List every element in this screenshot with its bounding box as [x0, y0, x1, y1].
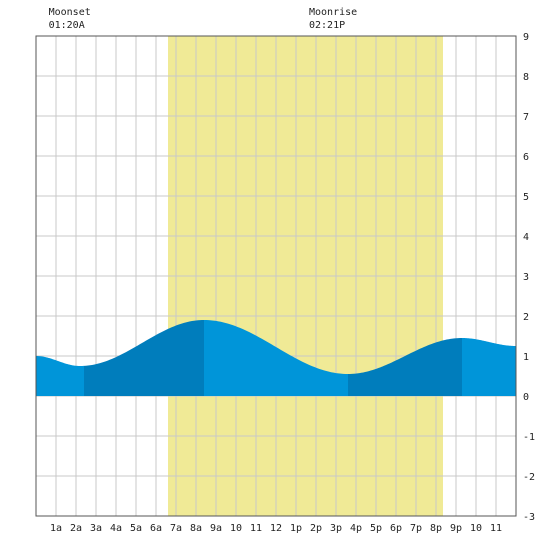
x-tick-label: 7a — [170, 523, 182, 534]
y-axis-ticks: 9 8 7 6 5 4 3 2 1 0 -1 -2 -3 — [523, 32, 535, 523]
x-tick-label: 8p — [430, 523, 442, 534]
x-tick-label: 10 — [470, 523, 482, 534]
y-tick-label: -2 — [523, 472, 535, 483]
tide-area — [36, 320, 516, 396]
y-tick-label: 8 — [523, 72, 529, 83]
y-tick-label: 0 — [523, 392, 529, 403]
moon-event-time: 02:21P — [309, 20, 345, 31]
y-tick-label: 9 — [523, 32, 529, 43]
x-tick-label: 6p — [390, 523, 402, 534]
y-tick-label: 2 — [523, 312, 529, 323]
y-tick-label: 6 — [523, 152, 529, 163]
moon-event-label: Moonset — [49, 7, 91, 18]
x-tick-label: 9a — [210, 523, 222, 534]
x-tick-label: 2p — [310, 523, 322, 534]
x-tick-label: 11 — [490, 523, 502, 534]
x-tick-label: 6a — [150, 523, 162, 534]
x-tick-label: 4a — [110, 523, 122, 534]
x-tick-label: 1p — [290, 523, 302, 534]
y-tick-label: 5 — [523, 192, 529, 203]
y-tick-label: 1 — [523, 352, 529, 363]
x-axis-ticks: 1a 2a 3a 4a 5a 6a 7a 8a 9a 10 11 12 1p 2p 3p 4p 5p 6p 7p 8p… — [50, 523, 502, 534]
tide-segment — [462, 338, 516, 396]
x-tick-label: 5a — [130, 523, 142, 534]
x-tick-label: 3p — [330, 523, 342, 534]
x-tick-label: 9p — [450, 523, 462, 534]
x-tick-label: 12 — [270, 523, 282, 534]
x-tick-label: 11 — [250, 523, 262, 534]
y-tick-label: 3 — [523, 272, 529, 283]
y-tick-label: -3 — [523, 512, 535, 523]
moon-event-time: 01:20A — [49, 20, 85, 31]
plot-frame — [35, 35, 517, 517]
x-tick-label: 1a — [50, 523, 62, 534]
tide-segment — [36, 356, 84, 396]
x-tick-label: 4p — [350, 523, 362, 534]
tide-segment — [84, 320, 204, 396]
x-tick-label: 10 — [230, 523, 242, 534]
x-tick-label: 5p — [370, 523, 382, 534]
x-tick-label: 8a — [190, 523, 202, 534]
y-tick-label: -1 — [523, 432, 535, 443]
tide-segment — [348, 338, 462, 396]
x-tick-label: 7p — [410, 523, 422, 534]
tide-segment — [204, 320, 348, 396]
y-tick-label: 7 — [523, 112, 529, 123]
x-tick-label: 2a — [70, 523, 82, 534]
y-tick-label: 4 — [523, 232, 529, 243]
moon-event-label: Moonrise — [309, 7, 357, 18]
moon-events: Moonset 01:20A Moonrise 02:21P — [49, 7, 358, 31]
x-tick-label: 3a — [90, 523, 102, 534]
